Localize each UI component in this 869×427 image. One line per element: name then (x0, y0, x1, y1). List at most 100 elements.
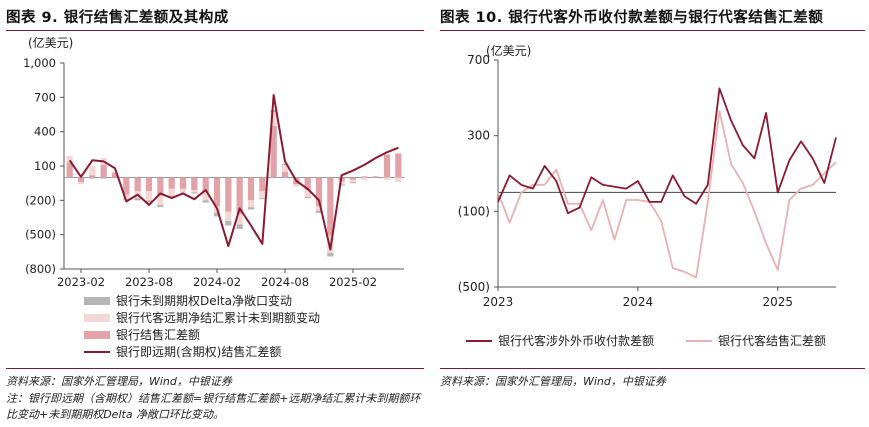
bar-spot (304, 177, 311, 191)
bar-spot (225, 177, 232, 212)
y-tick-label: 1,000 (23, 56, 56, 70)
y-tick-label: 700 (467, 53, 490, 67)
bar-option-delta (327, 252, 334, 257)
y-tick-label: 100 (34, 159, 56, 173)
bar-forward (179, 188, 187, 194)
bar-forward (304, 190, 311, 197)
x-tick-label: 2023 (483, 295, 514, 309)
bar-spot (66, 162, 73, 178)
bar-option-delta (247, 207, 255, 210)
x-tick-label: 2023-08 (125, 275, 173, 289)
bar-forward (77, 182, 85, 185)
x-tick-label: 2024-02 (193, 275, 241, 289)
bar-option-delta (349, 182, 357, 184)
bar-spot (191, 177, 198, 191)
left-note-text: 注：银行即远期（含期权）结售汇差额=银行结售汇差额+远期净结汇累计未到期额环比变… (6, 392, 421, 421)
bar-forward (270, 112, 277, 126)
y-tick-label: 300 (467, 129, 490, 143)
left-title-rule (6, 30, 424, 31)
legend-swatch-midred (84, 331, 110, 339)
x-tick-label: 2023-02 (57, 275, 105, 289)
bar-forward (247, 200, 255, 208)
legend-label: 银行代客结售汇差额 (718, 334, 827, 348)
right-chart-title: 图表 10. 银行代客外币收付款差额与银行代客结售汇差额 (440, 10, 824, 26)
bar-spot (281, 171, 289, 178)
left-unit-label: (亿美元) (28, 36, 74, 50)
bar-spot (89, 175, 96, 178)
bar-forward (145, 191, 153, 201)
bar-spot (395, 153, 402, 178)
legend-label: 银行即远期(含期权)结售汇差额 (116, 345, 282, 359)
right-chart-plot: (500) (100) 300 700 2023 2024 2025 (458, 53, 837, 309)
bar-spot (168, 177, 175, 189)
legend-swatch-pink (84, 314, 110, 322)
right-source-text: 资料来源：国家外汇管理局，Wind，中银证券 (440, 375, 666, 388)
bar-forward (202, 192, 209, 201)
legend-swatch-gray (84, 297, 110, 305)
bar-forward (315, 206, 323, 211)
bar-forward (236, 214, 243, 225)
bar-option-delta (213, 212, 221, 217)
bar-spot (372, 176, 379, 178)
y-tick-label: (100) (458, 204, 490, 218)
bar-spot (134, 177, 141, 192)
bar-spot (123, 177, 130, 195)
bar-option-delta (89, 177, 96, 179)
bar-option-delta (304, 196, 311, 199)
right-chart-panel: 图表 10. 银行代客外币收付款差额与银行代客结售汇差额 (亿美元) (500)… (434, 0, 869, 427)
bar-spot (157, 177, 164, 196)
bar-forward (281, 164, 289, 172)
bar-spot (236, 177, 243, 215)
bar-spot (361, 176, 368, 178)
bar-forward (293, 184, 300, 187)
bar-option-delta (202, 200, 209, 203)
legend-line-pink (686, 340, 712, 342)
bar-spot (247, 177, 255, 201)
bar-spot (111, 172, 119, 178)
y-tick-label: 700 (34, 90, 56, 104)
bar-option-delta (100, 177, 107, 179)
left-chart-title: 图表 9. 银行结售汇差额及其构成 (6, 10, 229, 26)
bar-forward (361, 177, 368, 180)
legend-line-darkred (84, 351, 110, 353)
bar-forward (338, 180, 345, 185)
y-tick-label: (500) (25, 228, 56, 242)
bar-spot (213, 177, 221, 207)
bar-forward (191, 190, 198, 193)
bar-option-delta (225, 220, 232, 226)
bar-forward (111, 171, 119, 173)
left-chart-plot: (800) (500) (200) 100 400 700 1,000 2023-02 2023… (23, 56, 404, 289)
legend-label: 银行未到期期权Delta净敞口变动 (116, 294, 293, 308)
left-footer-rule (6, 368, 424, 369)
bar-spot (270, 125, 277, 178)
bar-spot (327, 177, 334, 236)
bar-option-delta (191, 192, 198, 194)
bar-option-delta (315, 210, 323, 213)
line-client-fx-settlement (497, 110, 837, 279)
bar-option-delta (281, 163, 289, 165)
bar-spot (145, 177, 153, 192)
left-chart-panel: 图表 9. 银行结售汇差额及其构成 (亿美元) (800) (500) (200) 1… (0, 0, 428, 427)
bar-option-delta (134, 198, 141, 201)
x-tick-label: 2024 (623, 295, 654, 309)
bar-spot (202, 177, 209, 193)
left-source-text: 资料来源：国家外汇管理局，Wind，中银证券 (6, 375, 232, 388)
bar-option-delta (168, 195, 175, 197)
bar-spot (349, 177, 357, 180)
bar-forward (123, 194, 130, 200)
bar-forward (89, 166, 96, 176)
bar-spot (259, 177, 266, 192)
right-footer-rule (440, 368, 865, 369)
x-tick-label: 2024-08 (261, 275, 309, 289)
line-total-fx (68, 94, 399, 251)
bar-forward (168, 188, 175, 196)
x-tick-label: 2025 (762, 295, 793, 309)
bar-spot (179, 177, 187, 189)
bar-spot (100, 164, 107, 178)
bar-forward (225, 211, 232, 221)
bar-forward (383, 177, 391, 180)
bar-option-delta (338, 184, 345, 186)
bar-spot (315, 177, 323, 207)
bar-option-delta (157, 204, 164, 208)
bar-option-delta (259, 198, 266, 200)
